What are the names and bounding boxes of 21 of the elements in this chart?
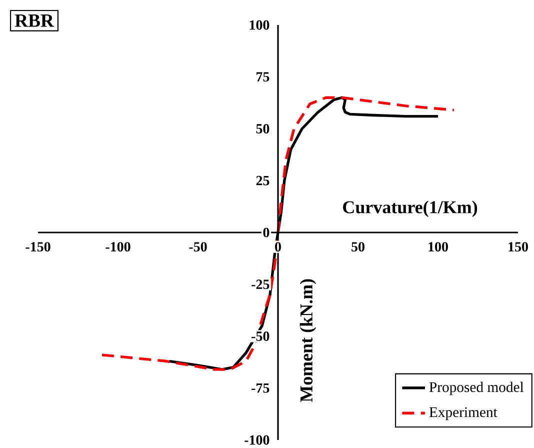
y-tick-label: -100 <box>244 435 270 445</box>
y-tick-label: 50 <box>256 124 270 134</box>
y-tick-label: -75 <box>252 383 270 393</box>
legend-label: Proposed model <box>429 382 524 396</box>
y-tick-label: -50 <box>252 332 270 341</box>
y-tick-label: -25 <box>252 280 270 290</box>
annotation: RBR <box>14 14 54 27</box>
x-tick-label: -100 <box>106 242 130 252</box>
x-axis-title: Curvature(1/Km) <box>343 200 478 217</box>
x-tick-label: 0 <box>275 242 281 252</box>
x-tick-label: -50 <box>189 242 207 252</box>
legend-label: Experiment <box>429 407 498 420</box>
y-tick-label: 75 <box>256 72 270 82</box>
x-tick-label: -150 <box>26 242 50 252</box>
y-axis-title: Moment (kN.m) <box>300 279 316 402</box>
y-tick-label: 25 <box>256 176 270 186</box>
y-tick-label: 0 <box>263 228 270 238</box>
x-tick-label: 100 <box>428 242 448 252</box>
y-tick-label: 100 <box>250 20 270 30</box>
x-tick-label: 150 <box>508 242 528 252</box>
x-tick-label: 50 <box>352 242 364 252</box>
